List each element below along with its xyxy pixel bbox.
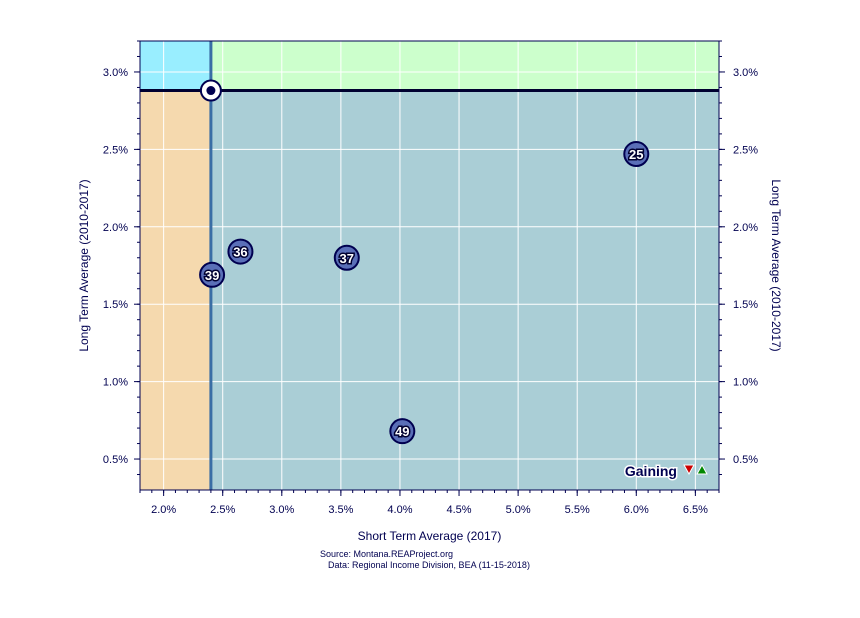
- y-axis-right-title: Long Term Average (2010-2017): [769, 179, 783, 351]
- x-tick-label: 5.0%: [506, 504, 531, 516]
- x-tick-label: 3.5%: [328, 504, 353, 516]
- legend-label: Gaining: [625, 463, 677, 479]
- x-axis-title: Short Term Average (2017): [358, 529, 502, 543]
- data-point-label: 49: [395, 424, 409, 439]
- x-tick-label: 2.0%: [151, 504, 176, 516]
- quadrant-top-left: [140, 41, 211, 91]
- plot-frame: [139, 40, 720, 491]
- down-arrow-icon: [683, 464, 695, 476]
- x-tick-label: 3.0%: [269, 504, 294, 516]
- legend: Gaining Gaining: [623, 462, 708, 481]
- y-axis-right-ticks: 0.5% 1.0% 1.5% 2.0% 2.5% 3.0%: [719, 40, 758, 476]
- x-tick-label: 6.5%: [683, 504, 708, 516]
- x-tick-label: 4.5%: [447, 504, 472, 516]
- y-right-tick-label: 2.0%: [733, 222, 758, 234]
- y-right-tick-label: 1.5%: [733, 299, 758, 311]
- data-point-label: 37: [340, 251, 354, 266]
- source-line: Source: Montana.REAProject.org: [320, 549, 454, 559]
- y-left-tick-label: 1.0%: [103, 377, 128, 389]
- y-right-tick-label: 0.5%: [733, 454, 758, 466]
- x-axis-ticks: 2.0% 2.5% 3.0% 3.5% 4.0% 4.5% 5.0% 5.5% 6.0% 6.5%: [139, 490, 720, 516]
- y-right-tick-label: 3.0%: [733, 67, 758, 79]
- data-point: [389, 418, 416, 445]
- data-point: [333, 244, 360, 271]
- data-point-label: 36: [233, 245, 247, 260]
- data-point-label: 25: [629, 147, 643, 162]
- quadrant-top-right: [210, 41, 720, 91]
- grid-lines: [140, 41, 719, 490]
- data-points: 25 36 37 39 49: [199, 79, 650, 445]
- y-left-tick-label: 3.0%: [103, 67, 128, 79]
- reference-point-center: [206, 86, 216, 96]
- x-tick-label: 2.5%: [210, 504, 235, 516]
- up-arrow-icon: [696, 463, 708, 475]
- y-left-tick-label: 1.5%: [103, 299, 128, 311]
- data-point-label: 39: [205, 268, 219, 283]
- y-right-tick-label: 1.0%: [733, 377, 758, 389]
- y-right-tick-label: 2.5%: [733, 144, 758, 156]
- quadrant-backgrounds: [140, 41, 720, 490]
- legend-label-text: Gaining: [625, 463, 677, 479]
- y-left-tick-label: 2.5%: [103, 144, 128, 156]
- x-tick-label: 6.0%: [624, 504, 649, 516]
- y-left-tick-label: 0.5%: [103, 454, 128, 466]
- y-axis-left-title: Long Term Average (2010-2017): [77, 179, 91, 351]
- y-left-tick-label: 2.0%: [103, 222, 128, 234]
- data-point: [227, 238, 254, 265]
- data-point: [623, 141, 650, 168]
- quadrant-bottom-left: [140, 90, 211, 490]
- x-tick-label: 4.0%: [387, 504, 412, 516]
- y-axis-left-ticks: 0.5% 1.0% 1.5% 2.0% 2.5% 3.0%: [103, 40, 140, 476]
- data-credit-line: Data: Regional Income Division, BEA (11-…: [328, 560, 530, 570]
- data-point: [199, 261, 226, 288]
- x-tick-label: 5.5%: [565, 504, 590, 516]
